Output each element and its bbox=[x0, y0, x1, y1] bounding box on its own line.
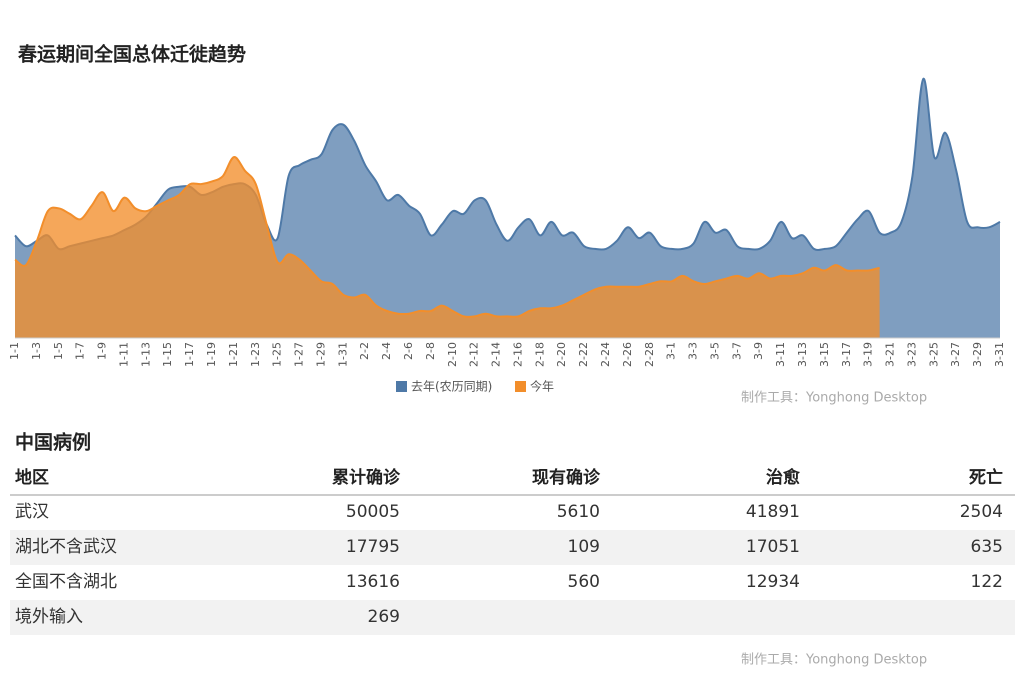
table-cell: 全国不含湖北 bbox=[15, 572, 117, 592]
table-cell: 50005 bbox=[346, 502, 400, 522]
table-cell: 武汉 bbox=[15, 502, 49, 522]
table-cell: 560 bbox=[568, 572, 600, 592]
x-tick-label: 3-29 bbox=[971, 342, 984, 367]
x-tick-label: 2-20 bbox=[555, 342, 568, 367]
table-cell: 境外输入 bbox=[15, 607, 83, 627]
x-tick-label: 1-25 bbox=[271, 342, 284, 367]
x-tick-label: 1-9 bbox=[96, 342, 109, 360]
table-cell: 湖北不含武汉 bbox=[15, 537, 117, 557]
x-tick-label: 3-9 bbox=[752, 342, 765, 360]
legend-swatch bbox=[396, 381, 407, 392]
x-tick-label: 2-16 bbox=[511, 342, 524, 367]
table-cell: 5610 bbox=[557, 502, 600, 522]
x-tick-label: 3-3 bbox=[687, 342, 700, 360]
x-tick-label: 2-22 bbox=[577, 342, 590, 367]
x-tick-label: 3-1 bbox=[665, 342, 678, 360]
chart-title: 春运期间全国总体迁徙趋势 bbox=[18, 43, 246, 66]
table-cell: 109 bbox=[568, 537, 600, 557]
table-header: 现有确诊 bbox=[532, 467, 601, 488]
x-tick-label: 3-25 bbox=[927, 342, 940, 367]
area-line bbox=[14, 156, 880, 318]
x-tick-label: 2-6 bbox=[402, 342, 415, 360]
table-cell: 17795 bbox=[346, 537, 400, 557]
x-tick-label: 1-21 bbox=[227, 342, 240, 367]
x-tick-label: 2-10 bbox=[446, 342, 459, 367]
legend-swatch bbox=[515, 381, 526, 392]
x-tick-label: 1-27 bbox=[293, 342, 306, 367]
table-cell: 41891 bbox=[746, 502, 800, 522]
x-tick-label: 2-2 bbox=[358, 342, 371, 360]
x-tick-label: 3-17 bbox=[840, 342, 853, 367]
x-tick-label: 3-13 bbox=[796, 342, 809, 367]
x-tick-label: 1-1 bbox=[8, 342, 21, 360]
x-tick-label: 2-14 bbox=[490, 342, 503, 367]
x-tick-label: 1-15 bbox=[161, 342, 174, 367]
x-tick-label: 2-24 bbox=[599, 342, 612, 367]
table-cell: 2504 bbox=[960, 502, 1003, 522]
x-tick-label: 3-15 bbox=[818, 342, 831, 367]
x-tick-label: 3-31 bbox=[993, 342, 1006, 367]
x-tick-label: 1-23 bbox=[249, 342, 262, 367]
table-header: 累计确诊 bbox=[332, 467, 401, 488]
row-band bbox=[10, 530, 1015, 565]
x-tick-label: 1-13 bbox=[139, 342, 152, 367]
x-tick-label: 3-5 bbox=[708, 342, 721, 360]
table-cell: 17051 bbox=[746, 537, 800, 557]
table-header: 地区 bbox=[15, 467, 49, 488]
x-tick-label: 2-26 bbox=[621, 342, 634, 367]
table-header: 死亡 bbox=[969, 467, 1003, 488]
x-tick-label: 2-18 bbox=[533, 342, 546, 367]
x-tick-label: 1-31 bbox=[336, 342, 349, 367]
table-cell: 12934 bbox=[746, 572, 800, 592]
legend-label: 去年(农历同期) bbox=[411, 380, 492, 394]
x-tick-label: 3-7 bbox=[730, 342, 743, 360]
x-tick-label: 1-29 bbox=[314, 342, 327, 367]
x-tick-label: 1-11 bbox=[117, 342, 130, 367]
x-tick-label: 3-27 bbox=[949, 342, 962, 367]
x-tick-label: 3-11 bbox=[774, 342, 787, 367]
table-cell: 635 bbox=[971, 537, 1003, 557]
table-header: 治愈 bbox=[766, 467, 801, 488]
table-cell: 13616 bbox=[346, 572, 400, 592]
x-tick-label: 3-19 bbox=[862, 342, 875, 367]
credit: 制作工具：Yonghong Desktop bbox=[741, 391, 927, 406]
x-tick-label: 1-3 bbox=[30, 342, 43, 360]
table-cell: 122 bbox=[971, 572, 1003, 592]
x-tick-label: 1-7 bbox=[74, 342, 87, 360]
x-tick-label: 2-12 bbox=[468, 342, 481, 367]
x-tick-label: 1-17 bbox=[183, 342, 196, 367]
x-tick-label: 3-21 bbox=[884, 342, 897, 367]
x-tick-label: 3-23 bbox=[905, 342, 918, 367]
row-band bbox=[10, 600, 1015, 635]
table-title: 中国病例 bbox=[15, 431, 91, 454]
x-tick-label: 2-28 bbox=[643, 342, 656, 367]
table-cell: 269 bbox=[368, 607, 400, 627]
area-line bbox=[14, 77, 1001, 252]
legend-label: 今年 bbox=[530, 379, 554, 394]
x-tick-label: 1-19 bbox=[205, 342, 218, 367]
area-fill bbox=[15, 157, 880, 338]
credit: 制作工具：Yonghong Desktop bbox=[741, 653, 927, 668]
x-tick-label: 2-8 bbox=[424, 342, 437, 360]
x-tick-label: 2-4 bbox=[380, 342, 393, 360]
x-tick-label: 1-5 bbox=[52, 342, 65, 360]
